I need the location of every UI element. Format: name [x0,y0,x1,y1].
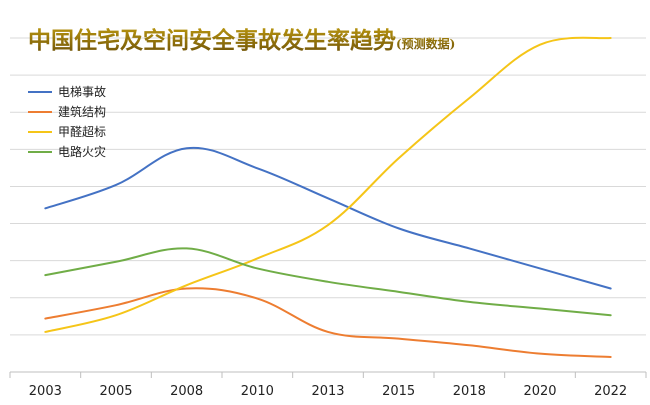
legend-label: 电梯事故 [58,84,106,99]
chart-title: 中国住宅及空间安全事故发生率趋势(预测数据) [28,27,455,54]
legend-label: 建筑结构 [58,104,106,119]
x-tick-label: 2020 [523,384,556,399]
x-tick-label: 2013 [311,384,344,399]
x-tick-label: 2003 [29,384,62,399]
legend-label: 甲醛超标 [58,124,106,139]
legend-label: 电路火灾 [58,144,106,159]
x-tick-label: 2008 [170,384,203,399]
gridlines [10,37,646,373]
series-line-2 [44,36,612,333]
series-line-3 [44,247,612,317]
chart-subtitle: (预测数据) [396,36,455,51]
x-axis: 2003 2005 2008 2010 2013 2015 2018 2020 2022 [9,372,647,399]
chart-title-main: 中国住宅及空间安全事故发生率趋势 [28,27,396,54]
x-tick-label: 2022 [594,384,627,399]
x-tick-label: 2010 [241,384,274,399]
series-line-1 [44,287,612,358]
series-lines [44,36,612,358]
series-line-0 [44,146,612,290]
x-tick-label: 2005 [99,384,132,399]
x-tick-label: 2018 [453,384,486,399]
x-tick-label: 2015 [382,384,415,399]
